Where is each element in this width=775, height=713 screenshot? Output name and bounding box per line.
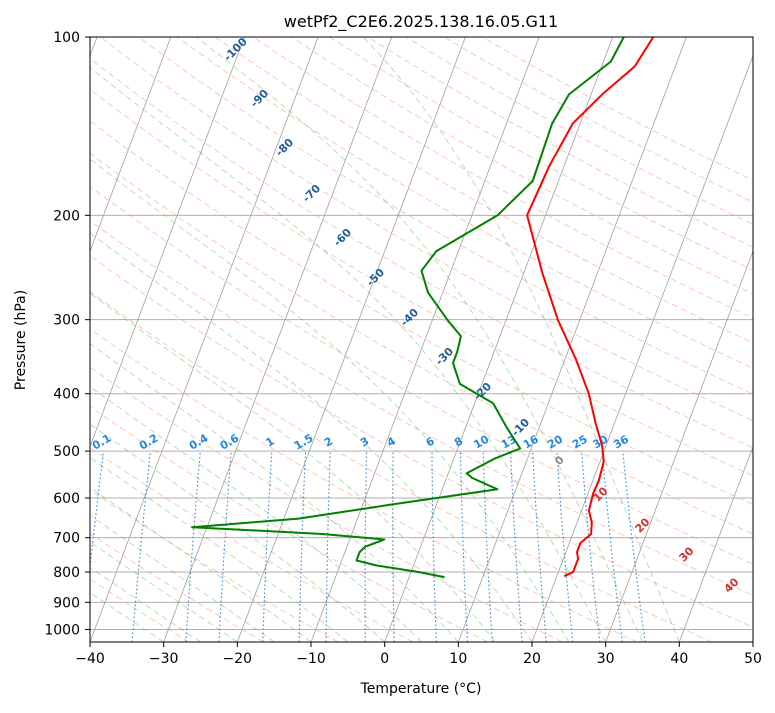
mixing-ratio-line: [557, 451, 573, 642]
y-axis: 100 200 300 400 500 600 700 800 900 1000: [44, 30, 90, 638]
y-tick-label: 300: [53, 313, 80, 329]
dry-adiabat-label: 0: [552, 453, 567, 468]
mixing-ratio-label: 1: [263, 435, 276, 450]
mixing-ratio-label: 4: [385, 434, 398, 449]
mixing-ratio-label: 20: [545, 432, 565, 451]
mixing-ratio-line: [186, 451, 201, 642]
y-tick-label: 600: [53, 491, 80, 507]
dry-adiabat-line: [0, 37, 488, 642]
y-tick-label: 900: [53, 595, 80, 611]
x-tick-label: −10: [296, 651, 326, 667]
moist-adiabat-line: [0, 166, 274, 642]
dry-adiabat-label: 40: [722, 575, 742, 595]
x-tick-label: 0: [380, 651, 389, 667]
moist-adiabat-line: [0, 222, 164, 642]
chart-title: wetPf2_C2E6.2025.138.16.05.G11: [284, 12, 558, 32]
dry-adiabat-line: [253, 37, 775, 642]
x-tick-label: −30: [149, 651, 179, 667]
mixing-ratio-line: [483, 451, 492, 642]
moist-adiabat-line: [0, 37, 458, 642]
moist-adiabat-line: [0, 37, 495, 642]
moist-adiabat-line: [0, 94, 385, 642]
dry-adiabat-label: -70: [300, 182, 323, 205]
dry-adiabat-line: [330, 37, 775, 642]
mixing-ratio-line: [299, 451, 305, 642]
x-tick-label: 20: [523, 651, 541, 667]
mixing-ratio-label: 16: [521, 432, 541, 451]
background-lines: [0, 37, 775, 642]
moist-adiabat-line: [0, 141, 311, 642]
isotherm-line: [753, 37, 775, 642]
isotherm-line: [385, 37, 613, 642]
mixing-ratio-label: 3: [358, 435, 371, 450]
x-tick-label: −20: [223, 651, 253, 667]
dry-adiabat-line: [0, 37, 264, 642]
moist-adiabat-line: [0, 37, 569, 642]
moist-adiabat-line: [0, 37, 532, 642]
dry-adiabat-line: [101, 37, 775, 642]
mixing-ratio-line: [326, 451, 330, 642]
isotherm-line: [90, 37, 318, 642]
x-tick-label: 50: [744, 651, 762, 667]
moist-adiabat-line: [0, 181, 237, 642]
x-tick-label: 10: [449, 651, 467, 667]
dewpoint-profile-line: [192, 37, 624, 577]
mixing-ratio-line: [602, 451, 622, 642]
dry-adiabat-label: -90: [248, 87, 271, 110]
y-tick-label: 700: [53, 531, 80, 547]
y-tick-label: 400: [53, 387, 80, 403]
mixing-ratio-line: [393, 451, 394, 642]
mixing-ratio-line: [132, 451, 150, 642]
dry-adiabat-line: [0, 37, 338, 642]
x-axis: −40 −30 −20 −10 0 10 20 30 40 50: [75, 642, 762, 667]
mixing-ratio-label: 8: [452, 435, 465, 450]
isotherm-line: [16, 37, 244, 642]
dry-adiabat-label: -80: [273, 136, 296, 159]
y-tick-label: 100: [53, 30, 80, 46]
mixing-ratio-label: 25: [570, 433, 590, 452]
mixing-ratio-label: 0.1: [90, 432, 113, 453]
y-axis-label: Pressure (hPa): [13, 290, 29, 390]
isotherm-line: [311, 37, 539, 642]
y-tick-label: 1000: [44, 622, 80, 638]
mixing-ratio-label: 0.4: [187, 431, 211, 452]
mixing-ratio-label: 36: [611, 432, 631, 451]
y-tick-label: 500: [53, 444, 80, 460]
dry-adiabat-line: [444, 37, 775, 642]
y-tick-label: 200: [53, 208, 80, 224]
moist-adiabat-line: [52, 37, 605, 642]
dry-adiabat-line: [482, 37, 775, 642]
x-tick-label: −40: [75, 651, 105, 667]
mixing-ratio-label: 2: [322, 435, 335, 450]
mixing-ratio-line: [82, 451, 104, 642]
mixing-ratio-label: 1.5: [292, 432, 315, 453]
mixing-ratio-label: 0.2: [137, 432, 160, 453]
moist-adiabat-line: [0, 202, 201, 642]
isotherm-line: [458, 37, 686, 642]
dry-adiabat-label: 20: [633, 515, 653, 535]
y-tick-label: 800: [53, 565, 80, 581]
mixing-ratio-label: 6: [424, 434, 437, 449]
dry-adiabat-line: [292, 37, 775, 642]
isotherm-line: [164, 37, 392, 642]
x-tick-label: 40: [670, 651, 688, 667]
profile-lines: [192, 37, 653, 577]
x-axis-label: Temperature (°C): [360, 681, 482, 697]
moist-adiabat-line: [196, 37, 642, 642]
dry-adiabat-line: [24, 37, 775, 642]
moist-adiabat-line: [0, 114, 348, 642]
dry-adiabat-label: -60: [331, 226, 354, 249]
plot-frame: [90, 37, 753, 642]
mixing-ratio-line: [533, 451, 547, 642]
x-tick-label: 30: [597, 651, 615, 667]
dry-adiabat-label: 30: [677, 544, 697, 564]
mixing-ratio-line: [461, 451, 468, 642]
